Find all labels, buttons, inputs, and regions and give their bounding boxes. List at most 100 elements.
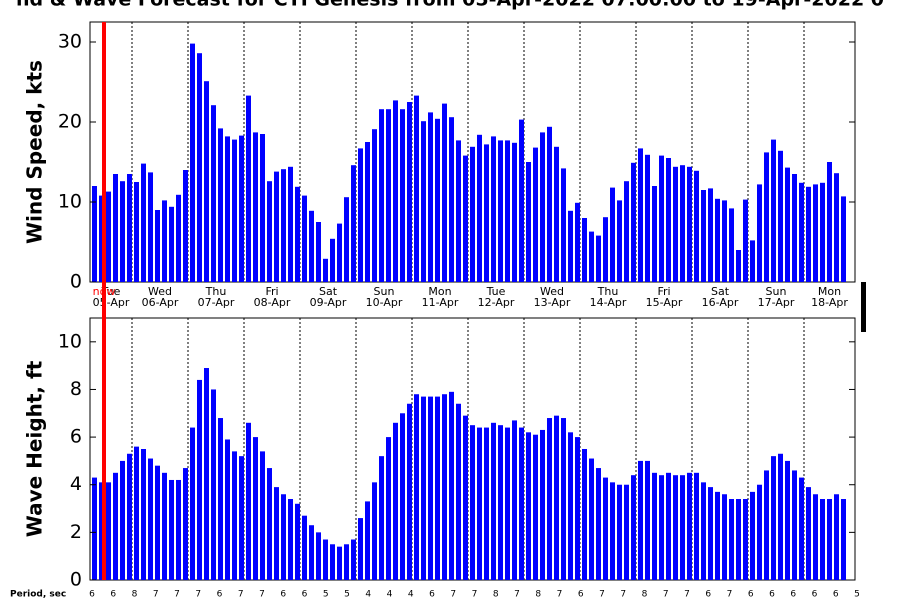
- bar: [120, 181, 125, 282]
- day-label: Sat: [711, 285, 730, 298]
- bar: [232, 451, 237, 580]
- bar: [736, 499, 741, 580]
- y-tick-label: 0: [70, 569, 82, 591]
- bar: [659, 155, 664, 282]
- period-value: 4: [387, 590, 393, 600]
- bar: [617, 484, 622, 580]
- day-label: Tue: [486, 285, 506, 298]
- bar: [309, 210, 314, 282]
- bar: [169, 479, 174, 580]
- bar: [323, 258, 328, 282]
- bar: [519, 427, 524, 580]
- period-value: 6: [302, 590, 308, 600]
- y-tick-label: 0: [70, 271, 82, 293]
- bar: [701, 482, 706, 580]
- date-label: 15-Apr: [646, 296, 683, 309]
- bar: [708, 487, 713, 580]
- bar: [785, 167, 790, 282]
- period-value: 7: [663, 590, 669, 600]
- bar: [582, 218, 587, 282]
- bar: [162, 472, 167, 580]
- bar: [337, 223, 342, 282]
- bar: [260, 451, 265, 580]
- date-label: 06-Apr: [142, 296, 179, 309]
- bar: [155, 210, 160, 282]
- bar: [484, 144, 489, 282]
- bar: [330, 238, 335, 282]
- now-label: now: [93, 285, 116, 298]
- bar: [638, 148, 643, 282]
- bar: [204, 368, 209, 580]
- bar: [421, 121, 426, 282]
- date-label: 14-Apr: [590, 296, 627, 309]
- period-value: 7: [599, 590, 605, 600]
- bar: [498, 140, 503, 282]
- bar: [561, 168, 566, 282]
- bar: [778, 453, 783, 580]
- bar: [442, 103, 447, 282]
- period-value: 6: [578, 590, 584, 600]
- bar: [204, 81, 209, 282]
- bar: [428, 112, 433, 283]
- bar: [155, 465, 160, 580]
- bar: [498, 425, 503, 580]
- bar: [337, 546, 342, 580]
- bar: [512, 420, 517, 580]
- day-label: Wed: [540, 285, 564, 298]
- period-value: 7: [195, 590, 201, 600]
- bar: [533, 147, 538, 282]
- y-tick-label: 10: [58, 191, 82, 213]
- bar: [225, 439, 230, 580]
- bar: [764, 152, 769, 282]
- period-value: 7: [259, 590, 265, 600]
- bar: [827, 499, 832, 580]
- y-tick-label: 10: [58, 330, 82, 352]
- day-label: Thu: [597, 285, 619, 298]
- bar: [806, 186, 811, 282]
- bar: [771, 456, 776, 580]
- bar: [792, 174, 797, 282]
- day-label: Thu: [205, 285, 227, 298]
- bar: [554, 146, 559, 282]
- bar: [841, 196, 846, 282]
- period-value: 6: [217, 590, 223, 600]
- bar: [834, 494, 839, 580]
- bar: [407, 102, 412, 282]
- period-value: 5: [323, 590, 329, 600]
- bar: [456, 140, 461, 282]
- bar: [799, 182, 804, 282]
- bar: [190, 43, 195, 282]
- bar: [484, 427, 489, 580]
- date-label: 07-Apr: [198, 296, 235, 309]
- bar: [435, 118, 440, 282]
- bar: [260, 134, 265, 282]
- date-label: 08-Apr: [254, 296, 291, 309]
- bar: [757, 484, 762, 580]
- period-value: 7: [450, 590, 456, 600]
- bar: [99, 195, 104, 282]
- period-value: 6: [110, 590, 116, 600]
- bar: [519, 119, 524, 282]
- bar: [232, 139, 237, 282]
- period-value: 8: [132, 590, 138, 600]
- day-label: Mon: [428, 285, 451, 298]
- date-label: 13-Apr: [534, 296, 571, 309]
- bar: [379, 109, 384, 282]
- bar: [106, 191, 111, 282]
- bar: [309, 525, 314, 580]
- bar: [582, 449, 587, 580]
- bar: [393, 100, 398, 283]
- bar: [99, 482, 104, 580]
- bar: [246, 422, 251, 580]
- day-label: Wed: [148, 285, 172, 298]
- bar: [575, 202, 580, 282]
- bar: [141, 449, 146, 580]
- bar: [372, 482, 377, 580]
- bar: [211, 105, 216, 282]
- bar: [442, 394, 447, 580]
- bar: [470, 425, 475, 580]
- bar: [176, 479, 181, 580]
- bar: [295, 186, 300, 282]
- bar: [680, 475, 685, 580]
- bar: [148, 172, 153, 282]
